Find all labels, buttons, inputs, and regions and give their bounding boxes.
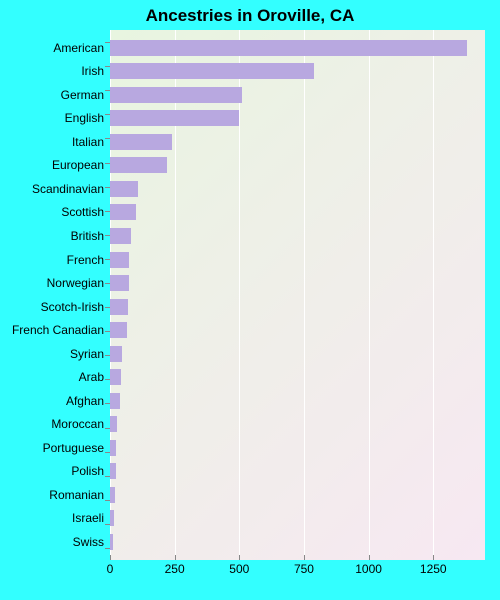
x-axis-tick: [433, 555, 434, 560]
bar: [110, 275, 129, 291]
y-axis-tick: [105, 500, 110, 501]
bar: [110, 134, 172, 150]
x-axis-tick: [175, 555, 176, 560]
bar: [110, 63, 314, 79]
y-axis-category-label: French: [0, 252, 104, 268]
bar: [110, 252, 129, 268]
y-axis-tick: [105, 283, 110, 284]
y-axis-category-label: English: [0, 110, 104, 126]
y-axis-tick: [105, 90, 110, 91]
y-axis-tick: [105, 452, 110, 453]
y-axis-tick: [105, 379, 110, 380]
bar: [110, 299, 128, 315]
chart-canvas: Ancestries in Oroville, CA City-Data.com…: [0, 0, 500, 600]
y-axis-tick: [105, 66, 110, 67]
y-axis-tick: [105, 524, 110, 525]
y-axis-category-label: Swiss: [0, 534, 104, 550]
bar: [110, 322, 127, 338]
bar: [110, 463, 116, 479]
y-axis-tick: [105, 211, 110, 212]
y-axis-tick: [105, 428, 110, 429]
x-axis-tick-label: 500: [229, 562, 249, 576]
x-axis-tick-label: 1000: [355, 562, 382, 576]
y-axis-category-label: Portuguese: [0, 440, 104, 456]
x-axis-labels: 0 250 500 750 1000 1250: [110, 560, 485, 580]
bar: [110, 510, 114, 526]
bar: [110, 346, 122, 362]
y-axis-category-label: Afghan: [0, 393, 104, 409]
y-axis-tick: [105, 138, 110, 139]
y-axis-category-label: European: [0, 157, 104, 173]
y-axis-tick: [105, 235, 110, 236]
y-axis-tick: [105, 331, 110, 332]
bar: [110, 181, 138, 197]
bar: [110, 204, 136, 220]
x-axis-tick: [369, 555, 370, 560]
y-axis-category-label: Italian: [0, 134, 104, 150]
y-axis-category-label: French Canadian: [0, 322, 104, 338]
x-axis-tick-label: 250: [165, 562, 185, 576]
y-axis-tick: [105, 259, 110, 260]
bar: [110, 110, 239, 126]
plot-area: [110, 30, 485, 560]
bar: [110, 369, 121, 385]
y-axis-category-label: Arab: [0, 369, 104, 385]
y-axis-category-label: American: [0, 40, 104, 56]
x-axis-tick: [239, 555, 240, 560]
y-axis-tick: [105, 355, 110, 356]
y-axis-tick: [105, 163, 110, 164]
bars-container: [110, 30, 485, 560]
y-axis-category-label: Scotch-Irish: [0, 299, 104, 315]
bar: [110, 534, 113, 550]
y-axis-category-label: Syrian: [0, 346, 104, 362]
y-axis-category-label: Moroccan: [0, 416, 104, 432]
y-axis-category-label: Israeli: [0, 510, 104, 526]
y-axis-labels: American Irish German English Italian Europea…: [0, 30, 104, 560]
bar: [110, 87, 242, 103]
y-axis-category-label: Romanian: [0, 487, 104, 503]
x-axis-tick-label: 0: [107, 562, 114, 576]
bar: [110, 228, 131, 244]
y-axis-category-label: Scandinavian: [0, 181, 104, 197]
y-axis-category-label: German: [0, 87, 104, 103]
bar: [110, 440, 116, 456]
y-axis-tick: [105, 307, 110, 308]
bar: [110, 40, 467, 56]
y-axis-tick: [105, 114, 110, 115]
bar: [110, 157, 167, 173]
y-axis-category-label: British: [0, 228, 104, 244]
y-axis-category-label: Irish: [0, 63, 104, 79]
x-axis-tick: [110, 555, 111, 560]
y-axis-tick: [105, 476, 110, 477]
y-axis-tick: [105, 548, 110, 549]
y-axis-tick: [105, 187, 110, 188]
y-axis-category-label: Polish: [0, 463, 104, 479]
x-axis-tick-label: 1250: [420, 562, 447, 576]
bar: [110, 487, 115, 503]
y-axis-category-label: Scottish: [0, 204, 104, 220]
bar: [110, 393, 120, 409]
x-axis-tick-label: 750: [294, 562, 314, 576]
y-axis-category-label: Norwegian: [0, 275, 104, 291]
y-axis-tick: [105, 42, 110, 43]
bar: [110, 416, 117, 432]
y-axis-tick: [105, 403, 110, 404]
x-axis-tick: [304, 555, 305, 560]
chart-title: Ancestries in Oroville, CA: [0, 6, 500, 26]
